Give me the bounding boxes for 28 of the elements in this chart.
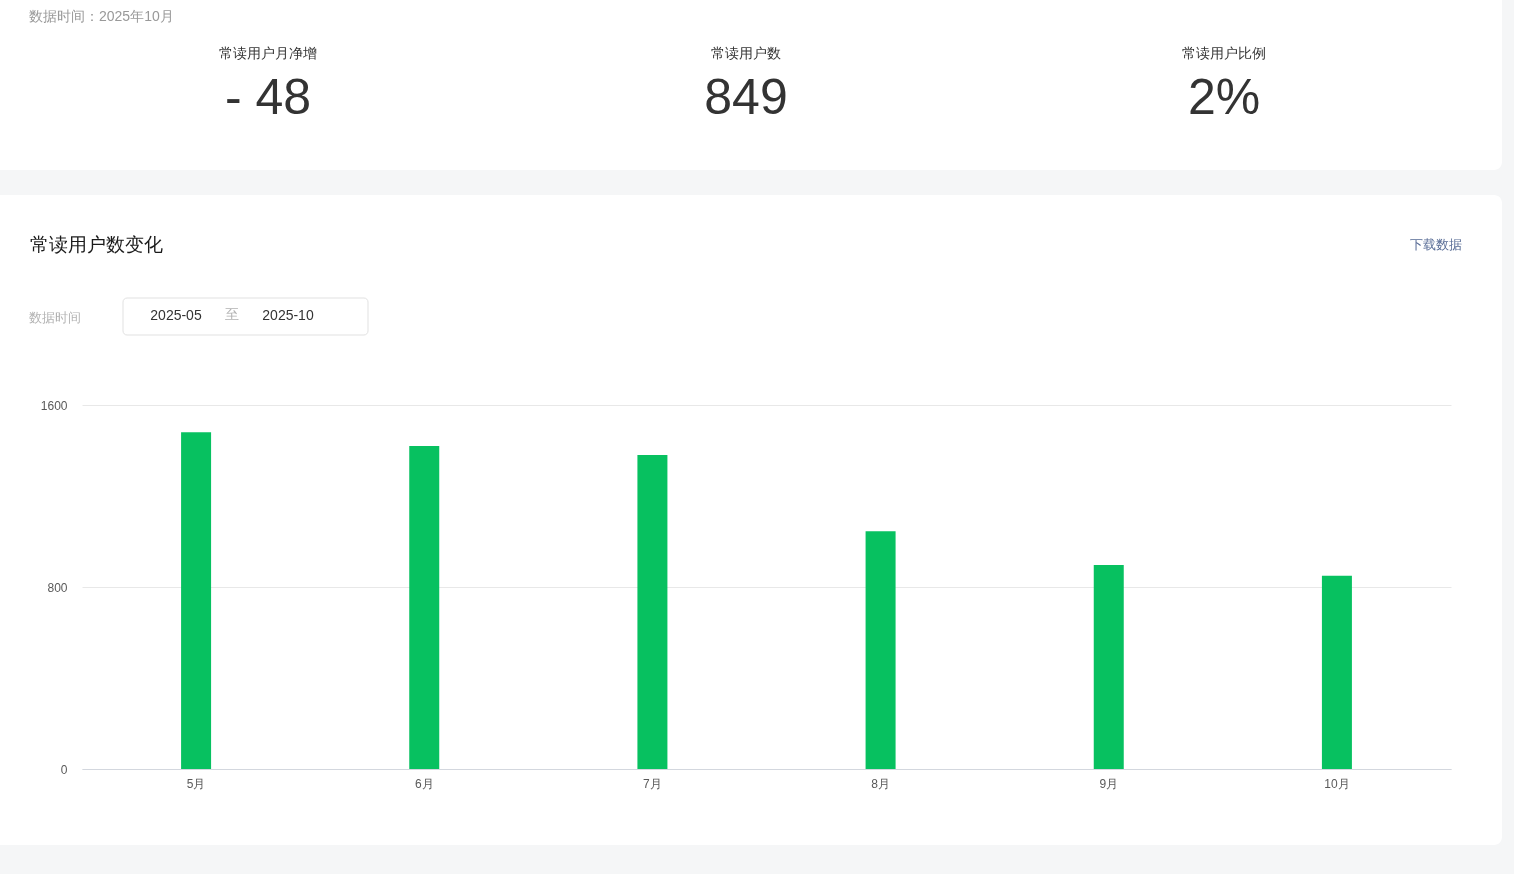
text: 2% xyxy=(1187,69,1261,125)
x-tick-label: 8月 xyxy=(871,776,890,791)
x-tick-label: 6月 xyxy=(414,776,434,791)
text: 数据时间 xyxy=(29,310,81,325)
text: 常读用户数 xyxy=(711,45,781,61)
bar xyxy=(637,455,668,769)
y-tick-label: 1600 xyxy=(40,398,68,413)
bar xyxy=(1093,564,1124,769)
bar xyxy=(1321,575,1352,769)
text: 常读用户月净增 xyxy=(219,45,317,61)
y-tick-label: 800 xyxy=(47,580,68,595)
bar xyxy=(181,432,212,769)
y-tick-label: 0 xyxy=(60,762,68,777)
bar xyxy=(409,445,440,769)
x-tick-label: 10月 xyxy=(1324,776,1350,791)
text: 至 xyxy=(225,306,239,322)
chart-title: 常读用户数变化 xyxy=(30,234,163,255)
x-tick-label: 7月 xyxy=(643,776,662,791)
text: 2025-05 xyxy=(150,307,202,323)
text: 常读用户比例 xyxy=(1182,45,1266,61)
text: - 48 xyxy=(224,69,312,125)
text: 数据时间：2025年10月 xyxy=(29,8,174,24)
x-tick-label: 9月 xyxy=(1099,776,1119,791)
bar xyxy=(865,531,896,769)
x-tick-label: 5月 xyxy=(186,776,206,791)
text: 849 xyxy=(704,69,788,125)
text: 2025-10 xyxy=(262,307,314,323)
text: 下载数据 xyxy=(1410,237,1462,252)
